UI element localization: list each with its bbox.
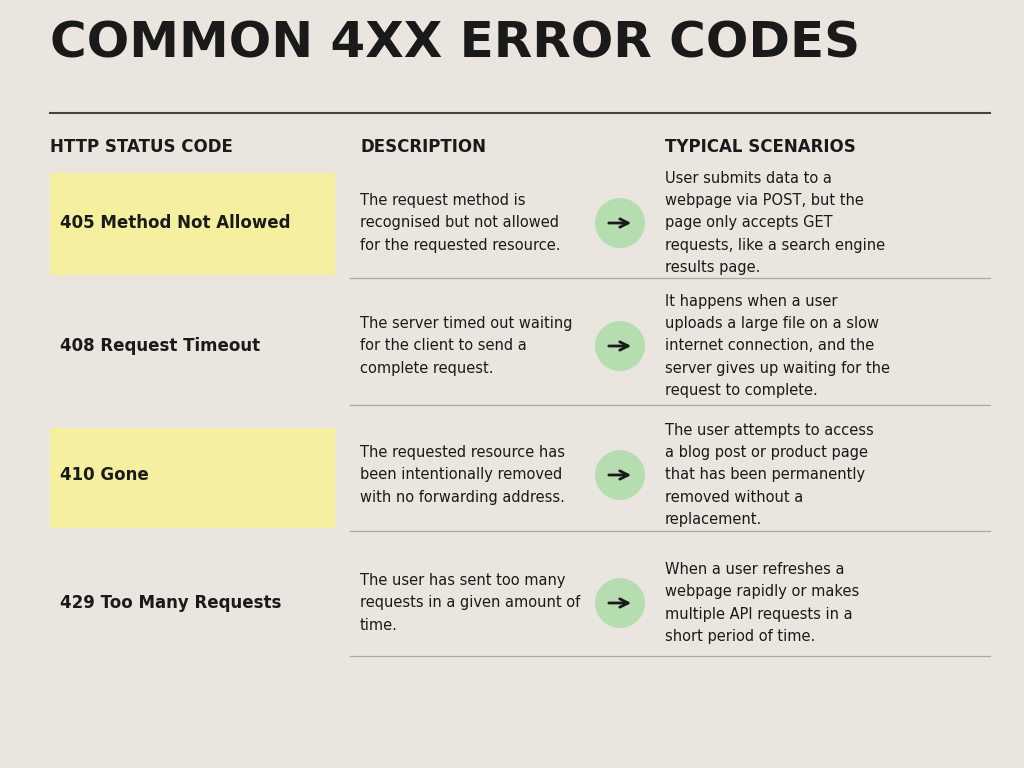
Text: The requested resource has
been intentionally removed
with no forwarding address: The requested resource has been intentio… xyxy=(360,445,565,505)
Circle shape xyxy=(595,321,645,371)
Text: HTTP STATUS CODE: HTTP STATUS CODE xyxy=(50,138,232,156)
Text: The server timed out waiting
for the client to send a
complete request.: The server timed out waiting for the cli… xyxy=(360,316,572,376)
Circle shape xyxy=(595,578,645,628)
Text: The request method is
recognised but not allowed
for the requested resource.: The request method is recognised but not… xyxy=(360,194,560,253)
Text: It happens when a user
uploads a large file on a slow
internet connection, and t: It happens when a user uploads a large f… xyxy=(665,294,890,398)
Text: 429 Too Many Requests: 429 Too Many Requests xyxy=(60,594,282,612)
FancyBboxPatch shape xyxy=(50,428,335,528)
Text: The user attempts to access
a blog post or product page
that has been permanentl: The user attempts to access a blog post … xyxy=(665,423,873,527)
Circle shape xyxy=(595,198,645,248)
Text: User submits data to a
webpage via POST, but the
page only accepts GET
requests,: User submits data to a webpage via POST,… xyxy=(665,171,885,275)
Text: 405 Method Not Allowed: 405 Method Not Allowed xyxy=(60,214,291,232)
FancyBboxPatch shape xyxy=(50,173,335,275)
Text: When a user refreshes a
webpage rapidly or makes
multiple API requests in a
shor: When a user refreshes a webpage rapidly … xyxy=(665,562,859,644)
Text: 410 Gone: 410 Gone xyxy=(60,466,148,484)
Text: COMMON 4XX ERROR CODES: COMMON 4XX ERROR CODES xyxy=(50,20,860,68)
Text: 408 Request Timeout: 408 Request Timeout xyxy=(60,337,260,355)
Circle shape xyxy=(595,450,645,500)
Text: The user has sent too many
requests in a given amount of
time.: The user has sent too many requests in a… xyxy=(360,573,581,633)
Text: DESCRIPTION: DESCRIPTION xyxy=(360,138,486,156)
Text: TYPICAL SCENARIOS: TYPICAL SCENARIOS xyxy=(665,138,856,156)
